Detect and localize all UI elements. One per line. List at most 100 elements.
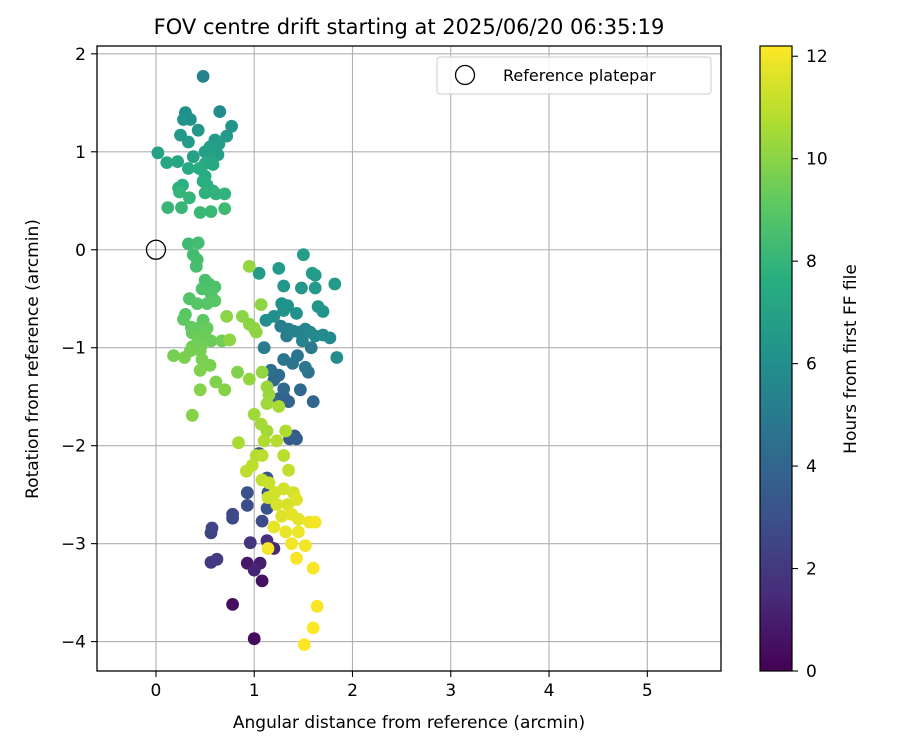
data-point <box>223 333 237 347</box>
data-point <box>193 206 207 219</box>
colorbar-tick-label: 2 <box>806 560 817 580</box>
data-point <box>182 135 195 149</box>
data-point <box>198 186 212 200</box>
data-point <box>226 511 240 525</box>
data-point <box>291 349 304 362</box>
data-point <box>204 205 218 219</box>
data-point <box>183 191 196 205</box>
data-point <box>277 449 291 462</box>
data-point <box>226 598 240 611</box>
data-point <box>191 123 205 137</box>
chart-title: FOV centre drift starting at 2025/06/20 … <box>154 15 665 39</box>
data-point <box>240 486 254 500</box>
data-point <box>255 574 269 588</box>
data-point <box>242 260 256 273</box>
reference-point <box>145 239 167 260</box>
x-axis-ticks: 0 1 2 3 4 5 <box>151 671 653 701</box>
data-point <box>218 383 232 397</box>
data-point <box>255 514 269 528</box>
data-point <box>196 70 210 83</box>
data-point <box>290 493 303 506</box>
data-point <box>220 310 234 323</box>
data-point <box>190 297 204 310</box>
data-point <box>206 158 220 171</box>
x-axis-label: Angular distance from reference (arcmin) <box>233 713 585 733</box>
data-point <box>267 310 281 323</box>
data-point <box>151 146 165 160</box>
data-point <box>282 463 295 477</box>
data-point <box>262 476 276 490</box>
data-point <box>247 563 261 577</box>
data-point <box>290 307 303 320</box>
data-point <box>260 502 274 515</box>
data-point <box>247 632 261 646</box>
data-point <box>218 187 232 201</box>
colorbar-tick-label: 0 <box>806 662 817 682</box>
data-point <box>173 185 186 199</box>
data-point <box>323 331 337 345</box>
data-point <box>290 551 303 565</box>
data-point <box>292 512 305 526</box>
data-point <box>275 509 289 523</box>
y-tick-label: −4 <box>61 633 86 653</box>
reference-marker <box>145 239 167 260</box>
data-point <box>160 156 174 170</box>
x-tick-label: 5 <box>642 681 653 701</box>
data-point <box>254 298 268 311</box>
y-tick-label: −1 <box>61 339 86 359</box>
data-point <box>205 521 219 535</box>
data-point <box>279 525 293 539</box>
data-point <box>193 383 207 397</box>
data-point <box>277 279 291 293</box>
data-point <box>186 150 200 164</box>
data-point <box>210 552 224 566</box>
data-point <box>277 482 291 496</box>
data-point <box>231 365 244 379</box>
data-point <box>282 395 295 408</box>
data-point <box>184 113 197 126</box>
data-point <box>193 363 207 377</box>
data-point <box>225 119 239 133</box>
data-point <box>257 434 271 448</box>
data-point <box>316 305 330 318</box>
data-points <box>151 70 344 651</box>
plot-frame <box>96 45 722 672</box>
x-tick-label: 0 <box>151 681 162 701</box>
data-point <box>277 382 291 396</box>
data-point <box>279 424 293 438</box>
data-point <box>189 260 203 273</box>
data-point <box>292 525 305 539</box>
data-point <box>296 334 309 348</box>
data-point <box>261 491 275 504</box>
data-point <box>220 129 234 143</box>
data-point <box>209 375 223 389</box>
data-point <box>261 542 275 555</box>
y-axis-ticks: −4 −3 −2 −1 0 1 2 <box>61 45 97 653</box>
data-point <box>161 201 175 215</box>
data-point <box>177 312 190 326</box>
y-tick-label: 2 <box>75 45 86 65</box>
data-point <box>270 434 284 448</box>
data-point <box>204 334 218 348</box>
colorbar-tick-label: 12 <box>806 47 828 67</box>
data-point <box>182 237 195 251</box>
data-point <box>306 621 320 635</box>
x-tick-label: 1 <box>249 681 260 701</box>
data-point <box>304 341 318 355</box>
legend-box <box>436 56 712 95</box>
colorbar-gradient <box>759 45 793 672</box>
data-point <box>277 304 291 317</box>
data-point <box>257 341 271 355</box>
data-point <box>191 236 205 250</box>
data-point <box>260 424 274 438</box>
colorbar-tick-label: 10 <box>806 150 828 170</box>
data-point <box>295 281 308 295</box>
data-point <box>167 349 181 362</box>
data-point <box>185 408 199 422</box>
y-tick-label: −3 <box>61 535 86 555</box>
data-point <box>242 372 256 386</box>
data-point <box>297 248 310 262</box>
data-point <box>294 383 307 397</box>
data-point <box>247 407 261 421</box>
x-tick-label: 4 <box>544 681 555 701</box>
